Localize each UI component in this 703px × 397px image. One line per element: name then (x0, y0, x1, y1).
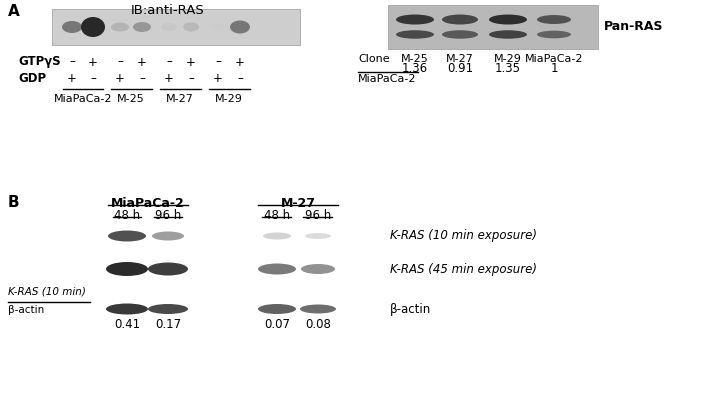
Ellipse shape (148, 262, 188, 276)
Text: M-25: M-25 (401, 54, 429, 64)
Text: –: – (69, 56, 75, 69)
Text: 0.17: 0.17 (155, 318, 181, 331)
Ellipse shape (133, 22, 151, 32)
Text: 0.41: 0.41 (114, 318, 140, 331)
Text: 1.36: 1.36 (402, 62, 428, 75)
Ellipse shape (183, 23, 199, 31)
Text: MiaPaCa-2: MiaPaCa-2 (53, 94, 112, 104)
Ellipse shape (301, 264, 335, 274)
Text: +: + (213, 73, 223, 85)
Text: Pan-RAS: Pan-RAS (604, 21, 664, 33)
Ellipse shape (537, 15, 571, 24)
Text: B: B (8, 195, 20, 210)
Text: 48 h: 48 h (264, 209, 290, 222)
Ellipse shape (152, 231, 184, 241)
Text: A: A (8, 4, 20, 19)
Text: –: – (237, 73, 243, 85)
Text: 96 h: 96 h (305, 209, 331, 222)
Text: M-25: M-25 (117, 94, 145, 104)
Text: +: + (88, 56, 98, 69)
Text: M-29: M-29 (494, 54, 522, 64)
Ellipse shape (161, 23, 177, 31)
Ellipse shape (442, 30, 478, 39)
Ellipse shape (230, 21, 250, 33)
Text: 0.07: 0.07 (264, 318, 290, 331)
Ellipse shape (396, 15, 434, 25)
Ellipse shape (489, 15, 527, 25)
Text: MiaPaCa-2: MiaPaCa-2 (111, 197, 185, 210)
Ellipse shape (258, 264, 296, 274)
Ellipse shape (106, 262, 148, 276)
Ellipse shape (108, 231, 146, 241)
Text: MiaPaCa-2: MiaPaCa-2 (358, 74, 416, 84)
Text: +: + (115, 73, 125, 85)
Text: M-27: M-27 (280, 197, 316, 210)
Text: K-RAS (10 min): K-RAS (10 min) (8, 286, 86, 296)
Ellipse shape (148, 304, 188, 314)
Ellipse shape (300, 304, 336, 314)
Text: +: + (186, 56, 196, 69)
Text: Clone: Clone (358, 54, 389, 64)
Text: +: + (235, 56, 245, 69)
Ellipse shape (442, 15, 478, 25)
Ellipse shape (111, 23, 129, 31)
Text: β-actin: β-actin (390, 303, 431, 316)
Text: 0.08: 0.08 (305, 318, 331, 331)
Bar (52, 9, 300, 45)
Text: –: – (188, 73, 194, 85)
Text: –: – (166, 56, 172, 69)
Text: 1.35: 1.35 (495, 62, 521, 75)
Ellipse shape (258, 304, 296, 314)
Text: GTPγS: GTPγS (18, 56, 60, 69)
Text: 48 h: 48 h (114, 209, 140, 222)
Ellipse shape (210, 23, 226, 31)
Text: +: + (137, 56, 147, 69)
Text: β-actin: β-actin (8, 305, 44, 315)
Text: 0.91: 0.91 (447, 62, 473, 75)
Text: –: – (90, 73, 96, 85)
Text: K-RAS (45 min exposure): K-RAS (45 min exposure) (390, 262, 537, 276)
Text: 1: 1 (550, 62, 557, 75)
Text: MiaPaCa-2: MiaPaCa-2 (524, 54, 583, 64)
Text: M-29: M-29 (215, 94, 243, 104)
Text: –: – (215, 56, 221, 69)
Text: 96 h: 96 h (155, 209, 181, 222)
Text: +: + (67, 73, 77, 85)
Text: M-27: M-27 (166, 94, 194, 104)
Text: –: – (117, 56, 123, 69)
Text: +: + (164, 73, 174, 85)
Ellipse shape (489, 30, 527, 39)
Ellipse shape (62, 21, 82, 33)
Ellipse shape (396, 30, 434, 39)
Text: M-27: M-27 (446, 54, 474, 64)
Ellipse shape (537, 31, 571, 38)
Text: GDP: GDP (18, 73, 46, 85)
Text: K-RAS (10 min exposure): K-RAS (10 min exposure) (390, 229, 537, 243)
Ellipse shape (81, 17, 105, 37)
Ellipse shape (305, 233, 331, 239)
Ellipse shape (106, 303, 148, 314)
Bar (388, 5, 598, 49)
Ellipse shape (263, 233, 291, 239)
Text: IB:anti-RAS: IB:anti-RAS (131, 4, 205, 17)
Text: –: – (139, 73, 145, 85)
